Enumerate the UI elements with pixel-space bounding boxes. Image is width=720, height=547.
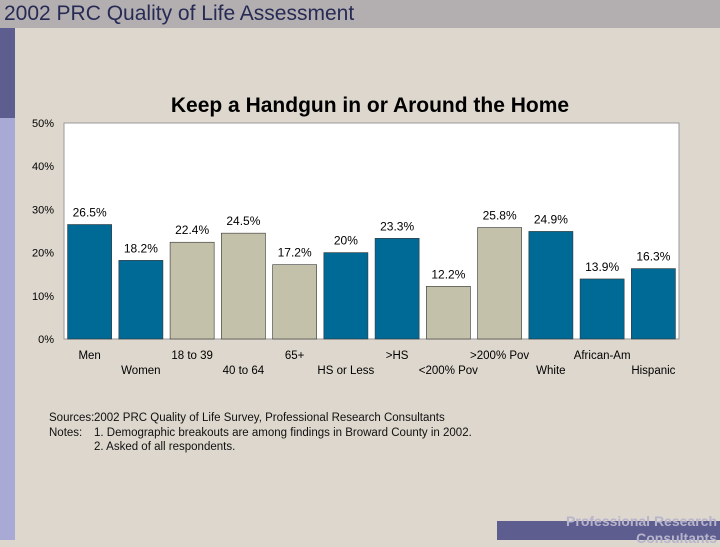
bar (323, 252, 369, 340)
value-label: 22.4% (175, 223, 209, 237)
y-tick-label: 30% (32, 204, 54, 216)
bar (374, 238, 420, 340)
left-decorative-band (0, 28, 15, 540)
value-label: 13.9% (585, 260, 619, 274)
plot-area (63, 122, 680, 340)
category-label: Hispanic (631, 365, 675, 377)
category-label: 65+ (285, 350, 305, 362)
category-label: Women (121, 365, 160, 377)
y-tick-label: 10% (32, 291, 54, 303)
y-tick-label: 0% (38, 334, 54, 346)
chart-title: Keep a Handgun in or Around the Home (171, 94, 569, 117)
value-label: 20% (334, 234, 358, 248)
value-label: 16.3% (636, 250, 670, 264)
bar (221, 232, 266, 340)
header-bar: 2002 PRC Quality of Life Assessment (0, 0, 720, 28)
bar (528, 231, 574, 340)
bar (579, 278, 625, 340)
y-tick-label: 40% (32, 161, 54, 173)
footer-text: Professional Research Consultants (566, 513, 717, 546)
sources-text: 2002 PRC Quality of Life Survey, Profess… (94, 412, 445, 424)
value-label: 24.9% (534, 212, 568, 226)
category-label: Men (78, 350, 100, 362)
left-decorative-band-dark (0, 28, 15, 118)
value-label: 25.8% (483, 209, 517, 223)
value-label: 17.2% (278, 246, 312, 260)
note-1: 1. Demographic breakouts are among findi… (94, 426, 472, 439)
y-tick-label: 20% (32, 248, 54, 260)
value-label: 24.5% (226, 214, 260, 228)
sources-label: Sources: (49, 412, 95, 424)
notes-label: Notes: (49, 426, 83, 439)
value-label: 12.2% (431, 267, 465, 281)
header-title: 2002 PRC Quality of Life Assessment (4, 2, 355, 25)
bar (118, 260, 164, 340)
bar (67, 224, 112, 340)
category-label: 40 to 64 (223, 365, 265, 377)
value-label: 18.2% (124, 241, 158, 255)
category-label: HS or Less (317, 365, 374, 377)
bar (272, 264, 317, 340)
note-2: 2. Asked of all respondents. (94, 441, 236, 453)
value-label: 23.3% (380, 219, 414, 233)
footer-bar (497, 521, 720, 540)
y-tick-label: 50% (32, 118, 54, 130)
category-label: >HS (386, 350, 409, 362)
chart-notes: Sources:2002 PRC Quality of Life Survey,… (49, 411, 472, 455)
bar (169, 241, 215, 340)
category-label: 18 to 39 (171, 350, 213, 362)
value-label: 26.5% (73, 206, 107, 220)
category-label: >200% Pov (470, 350, 529, 362)
bar (477, 227, 522, 340)
category-label: African-Am (574, 350, 631, 362)
category-label: White (536, 365, 565, 377)
bar (426, 285, 471, 340)
category-label: <200% Pov (419, 365, 478, 377)
bar (631, 268, 676, 340)
